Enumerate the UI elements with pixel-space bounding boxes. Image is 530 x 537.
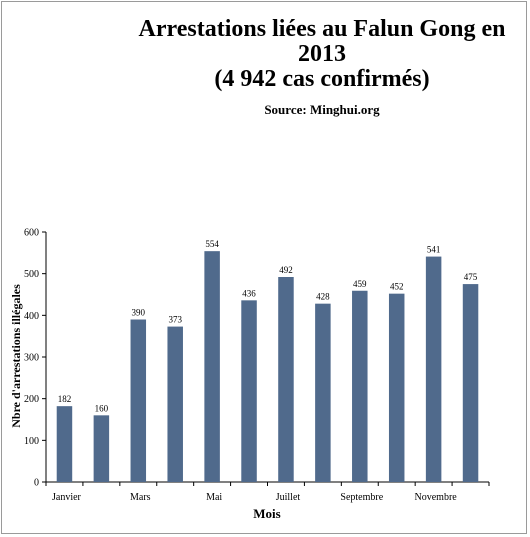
data-label: 373 (168, 315, 182, 325)
data-label: 541 (427, 245, 441, 255)
chart-title-line-1: Arrestations liées au Falun Gong en (138, 16, 506, 42)
data-label: 160 (95, 403, 109, 413)
bar (204, 251, 220, 482)
x-tick-label: Septembre (340, 492, 383, 503)
chart-title-line-3: (4 942 cas confirmés) (214, 66, 430, 92)
x-axis-label: Mois (253, 506, 280, 521)
data-label: 492 (279, 265, 293, 275)
bar (93, 415, 110, 482)
bar (130, 319, 147, 482)
bar (241, 300, 257, 482)
chart-subtitle: Source: Minghui.org (264, 102, 380, 117)
x-tick-label: Janvier (52, 492, 82, 503)
bar (56, 406, 73, 482)
y-tick-label: 400 (24, 311, 39, 322)
x-tick-label: Mars (130, 492, 151, 503)
data-label: 459 (353, 279, 367, 289)
bar (425, 256, 442, 482)
y-tick-label: 200 (24, 394, 39, 405)
chart-title-line-2: 2013 (298, 41, 346, 67)
data-label: 436 (242, 288, 256, 298)
data-label: 452 (390, 282, 404, 292)
bar (167, 326, 183, 482)
bar (315, 303, 331, 482)
y-tick-label: 0 (34, 478, 39, 489)
x-tick-label: Mai (206, 492, 222, 503)
x-tick-label: Juillet (276, 492, 301, 503)
bar (462, 284, 479, 482)
data-label: 475 (464, 272, 478, 282)
bar (352, 290, 368, 482)
bar (388, 293, 405, 482)
data-label: 182 (58, 394, 72, 404)
data-label: 390 (132, 308, 146, 318)
y-tick-label: 100 (24, 436, 39, 447)
bar (278, 277, 294, 482)
data-label: 554 (205, 239, 219, 249)
data-label: 428 (316, 292, 330, 302)
y-tick-label: 600 (24, 228, 39, 239)
y-axis-label: Nbre d'arrestations illégales (9, 284, 23, 428)
y-tick-label: 500 (24, 269, 39, 280)
y-tick-label: 300 (24, 353, 39, 364)
x-tick-label: Novembre (415, 492, 458, 503)
